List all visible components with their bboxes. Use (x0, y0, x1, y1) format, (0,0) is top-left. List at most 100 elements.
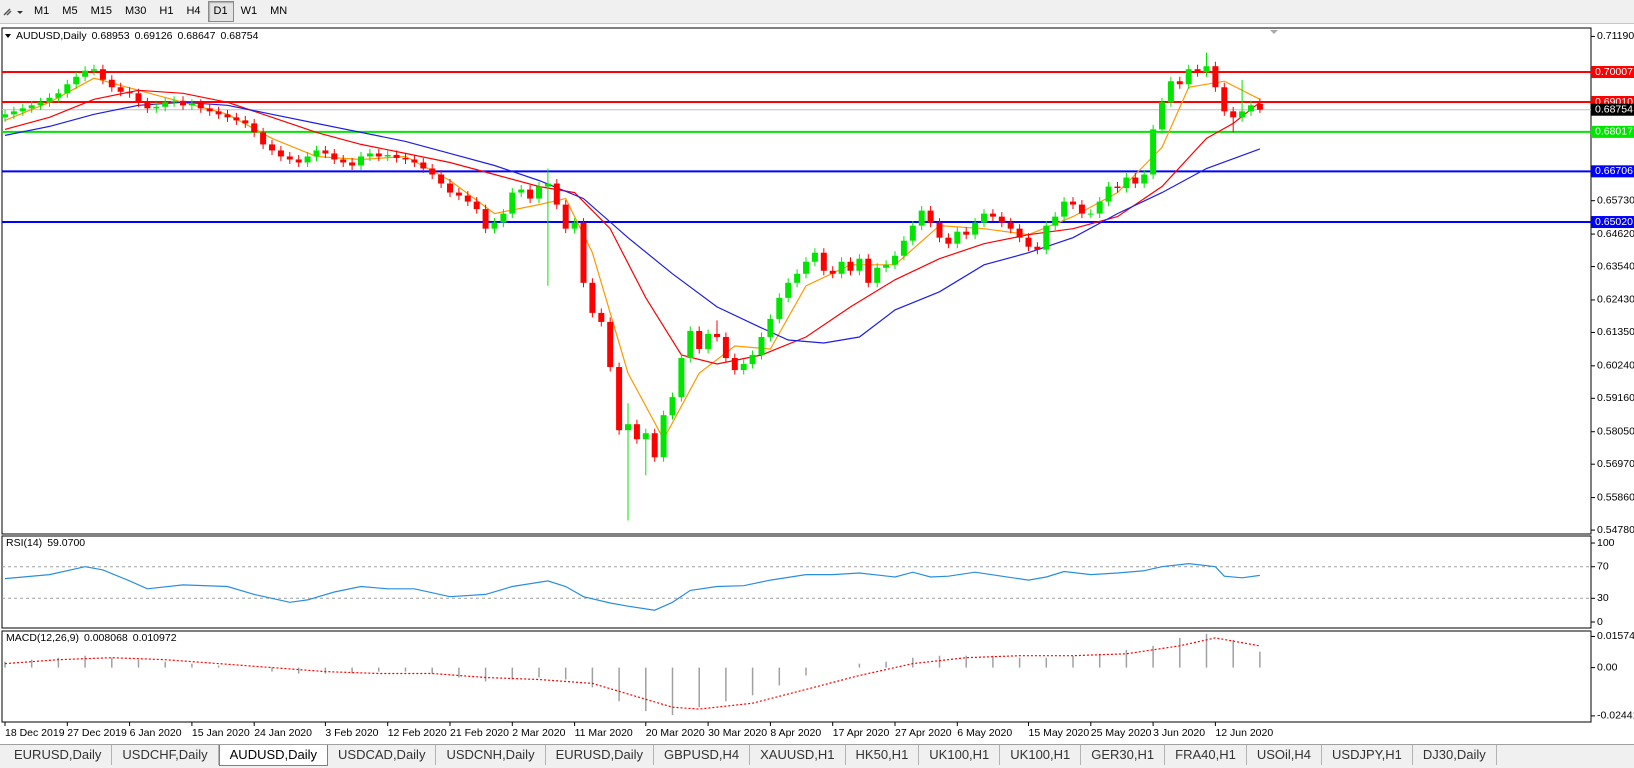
candle-body (1159, 102, 1165, 130)
x-tick-label: 27 Dec 2019 (67, 727, 127, 739)
timeframe-button[interactable]: H1 (159, 5, 174, 17)
y-tick-label: 70 (1597, 561, 1609, 573)
chart-tab[interactable]: USDCHF,Daily (112, 745, 219, 765)
chart-tab[interactable]: UK100,H1 (1000, 745, 1082, 765)
candle-body (972, 222, 979, 235)
candle-body (1239, 111, 1246, 118)
candle-body (527, 189, 534, 199)
candle-body (1114, 186, 1121, 189)
candle-body (28, 105, 35, 109)
chart-tab[interactable]: DJ30,Daily (1413, 745, 1497, 765)
candle-body (811, 252, 818, 262)
level-label: 0.70007 (1595, 66, 1633, 78)
candle-body (135, 93, 142, 103)
candle-body (1007, 222, 1014, 229)
candle-body (714, 333, 720, 337)
candle-body (936, 222, 943, 238)
x-tick-label: 24 Jan 2020 (254, 727, 312, 739)
timeframe-button[interactable]: M15 (90, 5, 112, 17)
chart-tab[interactable]: FRA40,H1 (1165, 745, 1247, 765)
chart-tab[interactable]: EURUSD,Daily (546, 745, 654, 765)
candle-body (500, 213, 507, 223)
candle-body (1016, 228, 1023, 238)
timeframe-button[interactable]: D1 (207, 1, 234, 22)
candle-body (1203, 66, 1210, 73)
candle-body (1167, 81, 1174, 103)
x-tick-label: 20 Mar 2020 (646, 727, 705, 739)
timeframe-button[interactable]: W1 (240, 5, 258, 17)
candle-body (1087, 213, 1094, 215)
signal-line (4, 637, 1261, 710)
candle-body (260, 132, 267, 145)
timeframe-button[interactable]: H4 (186, 5, 201, 17)
timeframe-button[interactable]: M30 (124, 5, 147, 17)
chart-tab[interactable]: UK100,H1 (919, 745, 1001, 765)
chart-tab[interactable]: USDCAD,Daily (328, 745, 437, 765)
chart-tab[interactable]: USDCNH,Daily (436, 745, 546, 765)
timeframe-button[interactable]: M5 (62, 5, 78, 17)
x-tick-label: 6 May 2020 (957, 727, 1012, 739)
candle-body (73, 76, 80, 85)
candle-body (331, 153, 338, 160)
timeframe-button[interactable]: MN (270, 5, 288, 17)
candle-body (633, 424, 640, 440)
timeframe-toolbar: M1 M5 M15 M30 H1 H4 D1 W1 MN (0, 0, 1634, 24)
x-tick-label: 27 Apr 2020 (895, 727, 952, 739)
candle-body (1212, 66, 1219, 88)
candle-body (598, 312, 605, 322)
chart-tab[interactable]: HK50,H1 (846, 745, 920, 765)
tool-icon[interactable] (0, 0, 28, 24)
indicator-title: MACD(12,26,9) (6, 632, 79, 644)
candle-body (989, 213, 996, 217)
candle-body (144, 102, 151, 109)
candle-body (269, 144, 275, 151)
x-tick-label: 3 Jun 2020 (1153, 727, 1205, 739)
candle-body (927, 210, 934, 223)
candle-body (918, 210, 925, 226)
candle-body (998, 216, 1005, 223)
y-tick-label: 0.015741 (1597, 630, 1634, 642)
candle-body (215, 111, 222, 115)
candle-body (153, 106, 160, 109)
candle-body (10, 111, 17, 115)
candle-body (242, 120, 249, 124)
candle-body (375, 153, 382, 157)
candle-body (705, 333, 712, 349)
candle-body (963, 231, 970, 235)
x-tick-label: 17 Apr 2020 (833, 727, 890, 739)
candle-body (340, 159, 347, 163)
candle-body (1034, 246, 1041, 250)
candle-body (945, 237, 952, 244)
candle-body (625, 424, 631, 431)
chart-tab[interactable]: GBPUSD,H4 (654, 745, 751, 765)
y-tick-label: 0.61350 (1597, 326, 1634, 338)
candle-body (1052, 216, 1059, 226)
chart-tab[interactable]: USDJPY,H1 (1322, 745, 1413, 765)
candle-body (1123, 177, 1130, 189)
y-tick-label: 0.56970 (1597, 458, 1634, 470)
candle-body (402, 157, 409, 160)
candle-body (384, 154, 391, 157)
candle-body (46, 97, 53, 103)
y-tick-label: 0.55860 (1597, 491, 1634, 503)
candle-body (429, 168, 436, 175)
candle-body (393, 154, 400, 158)
candle-body (651, 433, 658, 458)
chart-tab[interactable]: AUDUSD,Daily (218, 745, 329, 766)
candle-body (251, 123, 258, 133)
chart-tab[interactable]: GER30,H1 (1081, 745, 1166, 765)
chart-tab[interactable]: EURUSD,Daily (4, 745, 113, 765)
chart-tab[interactable]: USOil,H4 (1247, 745, 1323, 765)
chart-tab[interactable]: XAUUSD,H1 (750, 745, 846, 765)
candle-body (536, 186, 542, 199)
candle-body (1185, 69, 1192, 85)
y-tick-label: 0.54780 (1597, 524, 1634, 536)
low-value: 0.68647 (178, 30, 216, 42)
level-tag (1591, 66, 1634, 79)
candle-body (473, 201, 480, 210)
timeframe-button[interactable]: M1 (34, 5, 50, 17)
level-tag (1591, 165, 1634, 178)
candle-body (224, 114, 231, 118)
candle-body (455, 192, 462, 196)
